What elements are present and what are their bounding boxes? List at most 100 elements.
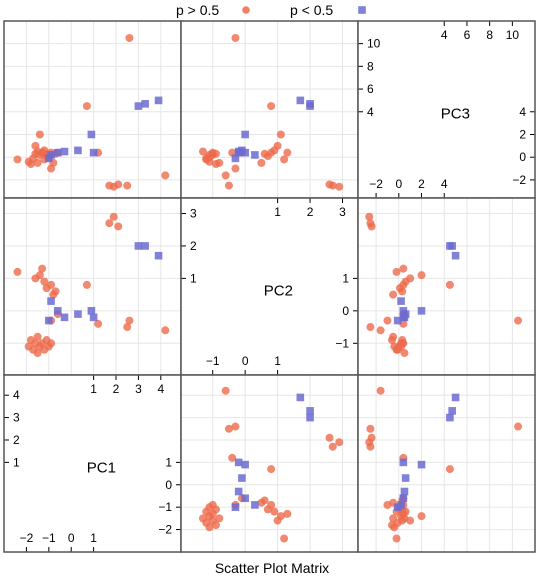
data-point	[445, 280, 454, 289]
tick-label: 6	[367, 82, 374, 96]
tick-label: −2	[369, 177, 383, 191]
data-point	[74, 310, 82, 318]
data-point	[53, 307, 62, 315]
data-point	[399, 280, 408, 289]
data-point	[154, 96, 163, 105]
data-point	[141, 242, 149, 250]
data-point	[514, 316, 523, 325]
data-point	[398, 287, 407, 296]
data-point	[393, 316, 402, 325]
data-point	[406, 516, 415, 525]
data-point	[514, 422, 523, 431]
data-point	[306, 407, 314, 415]
data-point	[251, 501, 259, 509]
data-point	[276, 512, 285, 521]
data-point	[89, 313, 98, 322]
data-point	[399, 509, 408, 518]
data-point	[53, 148, 62, 157]
data-point	[215, 514, 224, 523]
diagonal-panel: PC1 −2 −1 0 1 1 2 3 4 1 2 3 4 −2 −1 0 1	[3, 374, 182, 553]
data-point	[335, 438, 344, 447]
tick-label: 0	[68, 531, 75, 545]
data-point	[241, 130, 249, 139]
data-point	[47, 280, 56, 289]
tick-label: 1	[274, 205, 281, 219]
data-point	[47, 297, 55, 305]
tick-label: 4	[367, 105, 374, 119]
tick-label: 2	[190, 239, 197, 253]
data-point	[134, 242, 143, 250]
data-point	[325, 180, 334, 189]
data-point	[33, 158, 42, 167]
data-point	[105, 219, 114, 228]
data-point	[47, 151, 55, 159]
data-point	[241, 460, 249, 469]
legend: p > 0.5 p < 0.5	[176, 2, 366, 18]
data-point	[276, 130, 285, 139]
data-point	[234, 487, 243, 496]
data-point	[267, 465, 276, 474]
data-point	[234, 458, 243, 467]
data-point	[238, 474, 246, 482]
data-point	[283, 509, 292, 518]
data-point	[366, 323, 375, 332]
legend-label: p > 0.5	[176, 2, 219, 18]
data-point	[417, 271, 426, 280]
tick-label: 2	[307, 205, 314, 219]
data-point	[257, 158, 266, 167]
data-point	[451, 393, 460, 402]
data-point	[446, 413, 454, 422]
tick-label: 4	[13, 388, 20, 402]
scatter-panel	[3, 20, 182, 199]
tick-label: 3	[190, 206, 197, 220]
data-point	[134, 102, 143, 110]
data-point	[383, 500, 392, 509]
data-point	[270, 507, 279, 516]
scatter-panel	[180, 374, 359, 553]
tick-label: 0	[242, 354, 249, 368]
data-point	[397, 501, 405, 509]
data-point	[328, 442, 337, 451]
tick-label: 8	[367, 59, 374, 73]
tick-label: 2	[519, 127, 526, 141]
data-point	[376, 386, 385, 395]
data-point	[267, 102, 276, 111]
tick-label: −2	[20, 531, 34, 545]
data-point	[35, 130, 44, 139]
data-point	[389, 514, 398, 523]
data-point	[123, 323, 132, 332]
data-point	[392, 534, 401, 543]
tick-label: 10	[506, 28, 520, 42]
data-point	[125, 316, 134, 325]
data-point	[114, 222, 123, 231]
data-point	[141, 100, 149, 108]
data-point	[40, 277, 49, 286]
data-point	[125, 33, 134, 42]
tick-label: 4	[441, 177, 448, 191]
data-point	[198, 147, 207, 156]
panel-border	[357, 374, 536, 553]
data-point	[38, 148, 47, 157]
scatter-panel	[357, 197, 536, 376]
tick-label: −2	[512, 173, 526, 187]
data-point	[33, 332, 42, 341]
tick-label: 1	[165, 455, 172, 469]
tick-label: −1	[42, 531, 56, 545]
scatter-panel	[180, 20, 359, 199]
data-point	[109, 212, 118, 221]
data-point	[306, 100, 314, 108]
tick-label: 0	[395, 177, 402, 191]
data-point	[376, 326, 385, 335]
data-point	[399, 313, 408, 322]
data-point	[400, 487, 409, 496]
data-point	[231, 33, 240, 42]
data-point	[260, 496, 269, 505]
tick-label: 4	[157, 382, 164, 396]
data-point	[401, 474, 410, 482]
data-point	[445, 465, 454, 474]
data-point	[208, 150, 217, 159]
data-point	[94, 319, 103, 328]
data-point	[251, 151, 259, 159]
data-point	[367, 222, 376, 231]
